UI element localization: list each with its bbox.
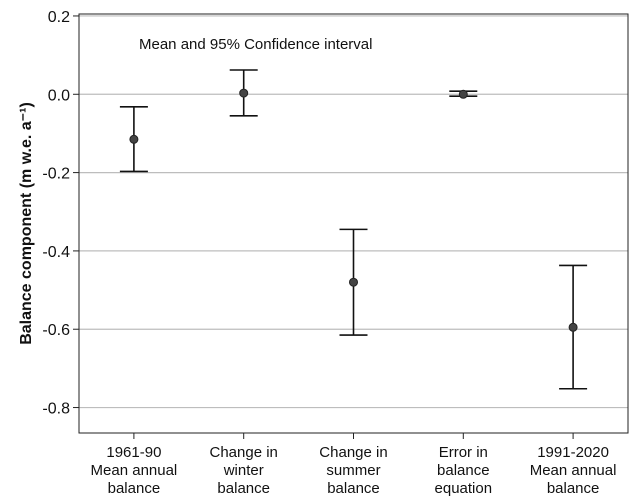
x-tick-label-line: Change in xyxy=(210,444,278,461)
chart-annotation: Mean and 95% Confidence interval xyxy=(139,36,372,53)
x-tick-label-line: winter xyxy=(223,462,264,479)
x-tick-label: Change in summer balance xyxy=(319,444,387,497)
x-tick-label-line: balance xyxy=(437,462,490,479)
x-tick-label-line: Change in xyxy=(319,444,387,461)
mean-point xyxy=(129,134,139,144)
x-tick-label-line: summer xyxy=(326,462,380,479)
y-tick-label: 0.0 xyxy=(48,87,70,104)
x-tick-label-line: balance xyxy=(547,480,600,497)
plot-frame xyxy=(78,13,629,434)
x-tick-label-line: balance xyxy=(327,480,380,497)
mean-point xyxy=(458,89,468,99)
x-tick-label-line: equation xyxy=(435,480,493,497)
x-tick-label: 1961-90 Mean annual balance xyxy=(91,444,178,497)
x-tick-label-line: Mean annual xyxy=(91,462,178,479)
x-tick-label-line: 1991-2020 xyxy=(537,444,609,461)
x-tick-label-line: Mean annual xyxy=(530,462,617,479)
error-bar-marks xyxy=(119,69,588,390)
x-tick-label: 1991-2020 Mean annual balance xyxy=(530,444,617,497)
x-tick-label-line: balance xyxy=(217,480,270,497)
gridlines xyxy=(79,15,628,409)
y-tick-label: -0.2 xyxy=(42,166,70,183)
y-axis-ticks: 0.2 0.0 -0.2 -0.4 -0.6 -0.8 xyxy=(42,9,79,418)
mean-point xyxy=(239,88,249,98)
y-tick-label: -0.4 xyxy=(42,244,70,261)
y-tick-label: 0.2 xyxy=(48,9,70,26)
x-tick-label-line: balance xyxy=(108,480,161,497)
x-tick-label: Change in winter balance xyxy=(210,444,278,497)
mean-point xyxy=(568,322,578,332)
y-tick-label: -0.6 xyxy=(42,322,70,339)
y-axis-label: Balance component (m w.e. a⁻¹) xyxy=(18,102,35,345)
x-tick-label: Error in balance equation xyxy=(435,444,493,497)
x-tick-label-line: Error in xyxy=(439,444,488,461)
x-tick-label-line: 1961-90 xyxy=(106,444,161,461)
mean-point xyxy=(349,277,358,287)
y-tick-label: -0.8 xyxy=(42,401,70,418)
